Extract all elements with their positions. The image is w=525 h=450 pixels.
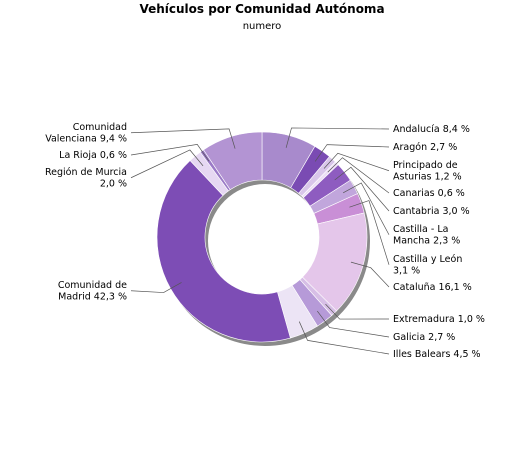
leader-line-7 — [350, 261, 390, 288]
slice-label-line: Aragón 2,7 % — [393, 142, 457, 153]
slice-label-14: Comunidad Valenciana 9,4 % — [45, 122, 127, 145]
slice-label-10: Illes Balears 4,5 % — [393, 349, 481, 360]
slice-labels: Andalucía 8,4 % Aragón 2,7 % Principado de… — [45, 122, 485, 360]
slice-label-line: Comunidad de — [58, 280, 127, 291]
slice-label-line: Madrid 42,3 % — [58, 292, 127, 303]
leader-line-2 — [323, 152, 390, 172]
slice-label-line: Galicia 2,7 % — [393, 332, 455, 343]
slice-label-line: Región de Murcia — [45, 167, 127, 178]
slice-label-line: Cantabria 3,0 % — [393, 206, 470, 217]
slice-11 — [156, 160, 291, 343]
slice-label-line: Asturias 1,2 % — [393, 172, 462, 183]
chart-subtitle: numero — [243, 21, 282, 32]
slice-label-9: Galicia 2,7 % — [393, 332, 455, 343]
slice-label-line: Castilla y León — [393, 254, 462, 265]
leader-line-4 — [334, 166, 390, 212]
slice-label-line: Extremadura 1,0 % — [393, 314, 485, 325]
donut-slices — [156, 131, 368, 343]
slice-label-0: Andalucía 8,4 % — [393, 124, 470, 135]
slice-label-13: La Rioja 0,6 % — [59, 150, 127, 161]
slice-label-line: Principado de — [393, 160, 458, 171]
slice-label-line: Valenciana 9,4 % — [45, 134, 127, 145]
leader-line-11 — [130, 282, 182, 293]
slice-label-11: Comunidad de Madrid 42,3 % — [58, 280, 127, 303]
leader-line-13 — [130, 144, 210, 162]
slice-label-line: Illes Balears 4,5 % — [393, 349, 481, 360]
leader-line-14 — [130, 128, 236, 149]
slice-label-line: Andalucía 8,4 % — [393, 124, 470, 135]
slice-label-8: Extremadura 1,0 % — [393, 314, 485, 325]
leader-lines — [130, 127, 390, 355]
leader-line-1 — [314, 144, 390, 162]
leader-line-10 — [298, 321, 390, 355]
slice-label-4: Cantabria 3,0 % — [393, 206, 470, 217]
slice-label-5: Castilla - La Mancha 2,3 % — [393, 224, 460, 247]
leader-line-5 — [342, 182, 390, 235]
leader-line-9 — [317, 310, 390, 338]
slice-label-6: Castilla y León 3,1 % — [393, 254, 462, 277]
slice-label-line: 3,1 % — [393, 266, 420, 277]
slice-label-3: Canarias 0,6 % — [393, 188, 465, 199]
leader-line-0 — [285, 127, 390, 148]
leader-line-12 — [130, 149, 204, 179]
slice-label-line: Comunidad — [73, 122, 127, 133]
leader-line-3 — [327, 157, 390, 194]
slice-label-2: Principado de Asturias 1,2 % — [393, 160, 462, 183]
slice-label-line: Cataluña 16,1 % — [393, 282, 472, 293]
slice-label-line: Castilla - La — [393, 224, 448, 235]
slice-label-line: Mancha 2,3 % — [393, 236, 460, 247]
slice-label-line: 2,0 % — [100, 179, 127, 190]
slice-label-1: Aragón 2,7 % — [393, 142, 457, 153]
slice-label-line: Canarias 0,6 % — [393, 188, 465, 199]
slice-label-12: Región de Murcia 2,0 % — [45, 167, 127, 190]
slice-label-7: Cataluña 16,1 % — [393, 282, 472, 293]
leader-line-6 — [349, 200, 390, 265]
chart-title: Vehículos por Comunidad Autónoma — [139, 2, 384, 16]
slice-14 — [203, 131, 263, 191]
slice-label-line: La Rioja 0,6 % — [59, 150, 127, 161]
leader-line-8 — [325, 303, 390, 320]
